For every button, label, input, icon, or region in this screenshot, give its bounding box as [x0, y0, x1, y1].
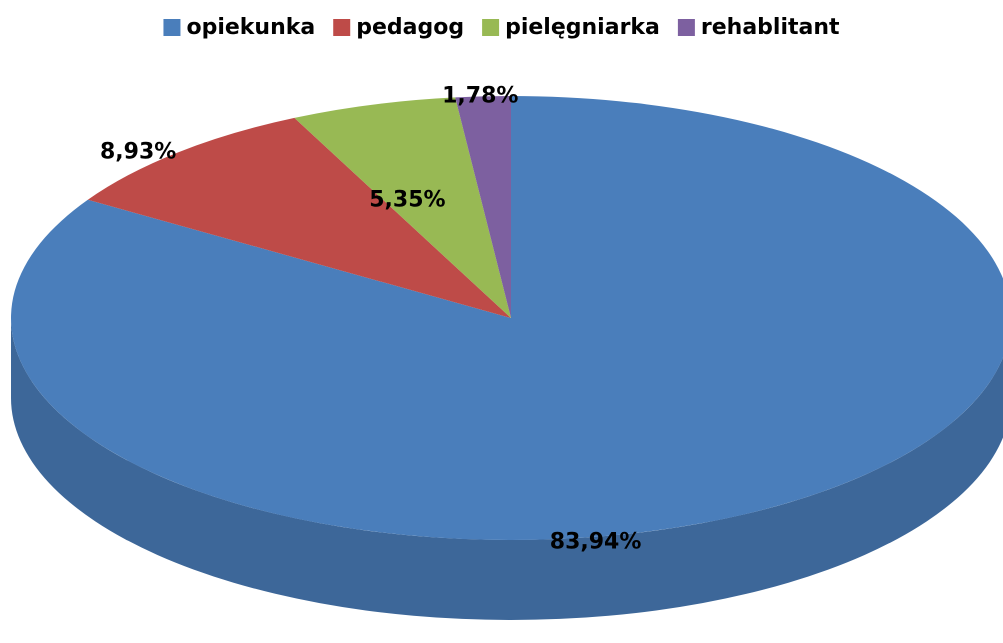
legend-swatch	[163, 19, 181, 36]
data-label: 5,35%	[369, 188, 445, 213]
legend-label: pedagog	[356, 15, 464, 40]
pie-top	[11, 96, 1003, 540]
pie-slice	[294, 97, 511, 318]
legend-swatch	[333, 19, 351, 36]
pie-side	[11, 318, 1003, 620]
pie-slice-side	[11, 318, 1003, 620]
data-labels: 83,94% 8,93% 5,35% 1,78%	[100, 83, 641, 554]
pie-slice	[455, 96, 511, 318]
legend-label: opiekunka	[186, 15, 315, 40]
legend: opiekunka pedagog pielęgniarka rehablitant	[163, 15, 840, 40]
legend-swatch	[482, 19, 500, 36]
pie-slice	[11, 96, 1003, 540]
legend-label: rehablitant	[701, 15, 840, 40]
legend-label: pielęgniarka	[505, 15, 660, 40]
data-label: 8,93%	[100, 139, 176, 164]
data-label: 1,78%	[442, 83, 518, 108]
legend-swatch	[677, 19, 695, 36]
data-label: 83,94%	[550, 530, 642, 555]
pie-slice	[87, 117, 511, 318]
